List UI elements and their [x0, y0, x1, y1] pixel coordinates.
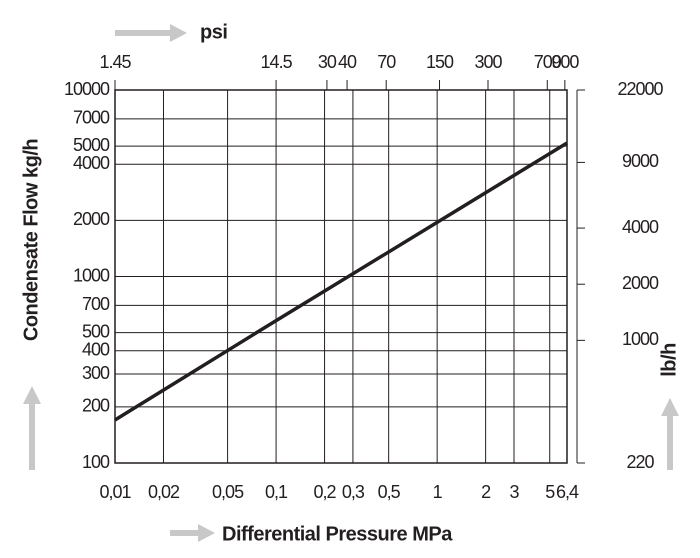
arrow [23, 386, 41, 470]
y-tick-label: 4000 [73, 153, 110, 173]
y-tick-label: 10000 [64, 79, 110, 99]
y-tick-label: 500 [82, 321, 110, 341]
y2-tick-label: 22000 [617, 79, 663, 99]
data-line [114, 141, 568, 422]
x2-tick-label: 14.5 [261, 52, 293, 72]
y-axis-title: Condensate Flow kg/h [20, 139, 42, 341]
x-tick-label: 5 [545, 482, 555, 502]
x2-tick-label: 30 [318, 52, 337, 72]
y2-tick-label: 220 [626, 452, 654, 472]
y2-tick-label: 4000 [622, 217, 659, 237]
y-tick-label: 100 [82, 452, 110, 472]
x-tick-label: 0,01 [99, 482, 131, 502]
x2-tick-label: 900 [551, 52, 579, 72]
y-tick-label: 700 [82, 294, 110, 314]
x2-tick-label: 1.45 [99, 52, 131, 72]
arrow [170, 524, 215, 542]
x-tick-label: 0,3 [342, 482, 365, 502]
y-tick-label: 5000 [73, 135, 110, 155]
x-tick-label: 6,4 [556, 482, 579, 502]
y-tick-label: 7000 [73, 108, 110, 128]
y-tick-label: 2000 [73, 209, 110, 229]
y-tick-label: 200 [82, 396, 110, 416]
x2-tick-label: 150 [426, 52, 454, 72]
y2-tick-label: 9000 [622, 151, 659, 171]
x-tick-label: 1 [433, 482, 443, 502]
y2-tick-label: 2000 [622, 273, 659, 293]
arrow [115, 24, 187, 42]
x2-tick-label: 70 [377, 52, 396, 72]
x-tick-label: 2 [481, 482, 491, 502]
arrow [661, 398, 679, 470]
x-tick-label: 0,2 [314, 482, 337, 502]
x2-tick-label: 700 [534, 52, 562, 72]
x2-tick-label: 40 [338, 52, 357, 72]
x2-tick-label: 300 [474, 52, 502, 72]
x-tick-label: 0,02 [148, 482, 180, 502]
x-tick-label: 0,1 [265, 482, 288, 502]
top-axis-title: psi [200, 21, 227, 43]
y-tick-label: 1000 [73, 265, 110, 285]
x-tick-label: 3 [509, 482, 519, 502]
x-tick-label: 0,05 [212, 482, 244, 502]
y-tick-label: 400 [82, 339, 110, 359]
y2-tick-label: 1000 [622, 329, 659, 349]
y2-axis-title: lb/h [658, 343, 680, 377]
x-tick-label: 0,5 [378, 482, 401, 502]
x-axis-title: Differential Pressure MPa [222, 523, 453, 545]
y-tick-label: 300 [82, 363, 110, 383]
